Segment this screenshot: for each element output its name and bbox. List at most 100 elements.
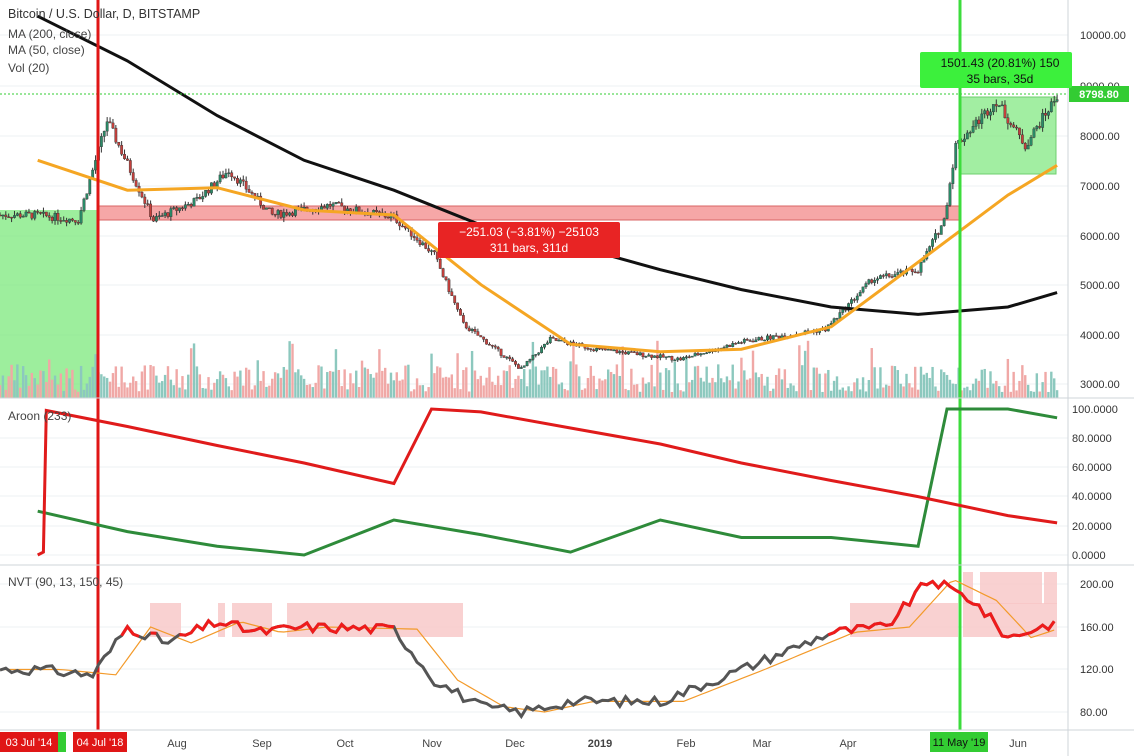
volume-bar-82: [236, 376, 239, 398]
volume-bar-350: [1012, 371, 1015, 398]
candle-body-233: [673, 359, 677, 362]
candle-body-359: [1038, 126, 1042, 128]
candle-body-164: [473, 329, 477, 332]
volume-bar-61: [175, 369, 178, 398]
candle-body-166: [479, 335, 483, 338]
aroon-pane[interactable]: [37, 407, 1058, 557]
candle-body-94: [270, 207, 274, 215]
candle-body-219: [632, 351, 636, 353]
volume-bar-312: [902, 386, 905, 398]
time-tick-8: Apr: [839, 738, 856, 750]
legend-ma200[interactable]: MA (200, close): [8, 27, 91, 41]
candle-body-156: [450, 291, 454, 296]
volume-bar-342: [989, 371, 992, 398]
aroon-legend[interactable]: Aroon (233): [8, 409, 71, 423]
candle-body-365: [1055, 99, 1059, 102]
candle-body-66: [189, 203, 193, 207]
volume-bar-298: [861, 377, 865, 398]
candle-body-338: [977, 119, 981, 124]
volume-bar-305: [882, 387, 885, 398]
candle-body-112: [322, 206, 326, 209]
candle-body-1: [1, 214, 5, 217]
candle-body-205: [592, 349, 596, 352]
volume-bar-184: [531, 341, 535, 398]
volume-bar-183: [528, 369, 532, 398]
aroon-tick-0: 100.0000: [1072, 404, 1118, 416]
nvt-high-band-top-1: [980, 572, 1042, 604]
volume-bar-241: [696, 365, 700, 398]
volume-bar-32: [91, 366, 94, 398]
candle-body-263: [760, 337, 764, 341]
volume-bar-189: [546, 366, 549, 398]
volume-bar-254: [734, 388, 737, 398]
candle-body-305: [881, 275, 885, 277]
aroon-tick-3: 40.0000: [1072, 491, 1112, 503]
candle-body-68: [195, 197, 199, 199]
candle-body-37: [105, 121, 109, 132]
volume-bar-313: [905, 373, 908, 398]
volume-bar-236: [682, 391, 685, 398]
volume-bar-306: [885, 384, 888, 398]
volume-bar-134: [386, 383, 390, 398]
aroon-tick-1: 80.0000: [1072, 433, 1112, 445]
nvt-pane[interactable]: [0, 579, 1056, 720]
volume-bar-357: [1032, 391, 1036, 398]
volume-bar-163: [470, 350, 474, 398]
volume-bar-211: [609, 371, 613, 398]
volume-bar-154: [444, 376, 448, 398]
candle-body-252: [728, 344, 732, 347]
volume-bar-295: [853, 382, 856, 398]
volume-bar-228: [659, 372, 662, 398]
candle-body-363: [1049, 101, 1053, 113]
volume-bar-116: [334, 349, 338, 398]
volume-bar-155: [447, 377, 451, 398]
price-pane[interactable]: [0, 0, 1068, 398]
volume-bar-190: [549, 376, 552, 398]
volume-bar-128: [369, 374, 372, 398]
candle-body-52: [149, 203, 153, 217]
volume-bar-205: [592, 375, 595, 398]
volume-bar-212: [612, 374, 616, 398]
candle-body-102: [294, 208, 297, 216]
legend-ma50[interactable]: MA (50, close): [8, 43, 85, 57]
volume-bar-35: [100, 374, 103, 398]
candle-body-83: [238, 179, 242, 184]
time-tick-3: Nov: [422, 738, 442, 750]
candle-body-115: [331, 203, 335, 207]
volume-bar-127: [366, 368, 370, 398]
nvt-legend[interactable]: NVT (90, 13, 150, 45): [8, 575, 123, 589]
candle-body-310: [896, 272, 900, 275]
candle-body-93: [267, 207, 271, 210]
candle-body-347: [1003, 104, 1007, 118]
candle-body-186: [537, 352, 541, 355]
volume-bar-58: [166, 366, 170, 398]
candle-body-241: [696, 353, 700, 356]
volume-bar-334: [966, 386, 969, 398]
volume-bar-242: [699, 377, 703, 398]
candle-body-203: [586, 348, 590, 350]
volume-bar-264: [763, 385, 766, 398]
volume-bar-333: [963, 387, 966, 398]
volume-bar-182: [525, 386, 529, 398]
candle-body-59: [169, 208, 173, 217]
volume-bar-245: [708, 382, 711, 398]
candle-body-236: [682, 357, 685, 361]
price-tick-2: 8000.00: [1080, 131, 1120, 143]
volume-bar-289: [835, 376, 839, 398]
candle-body-95: [273, 213, 277, 216]
candle-body-81: [233, 176, 236, 179]
volume-bar-92: [265, 386, 268, 398]
volume-bar-178: [514, 378, 517, 398]
volume-bar-218: [630, 368, 633, 398]
volume-bar-46: [132, 376, 135, 398]
volume-bar-115: [331, 371, 335, 398]
candle-body-113: [325, 204, 329, 209]
legend-volume[interactable]: Vol (20): [8, 61, 49, 75]
candle-body-216: [624, 351, 627, 355]
candle-body-5: [13, 215, 16, 218]
volume-bar-256: [740, 357, 743, 398]
candle-body-82: [236, 177, 239, 184]
volume-bar-110: [317, 365, 320, 398]
candle-body-335: [968, 132, 972, 134]
